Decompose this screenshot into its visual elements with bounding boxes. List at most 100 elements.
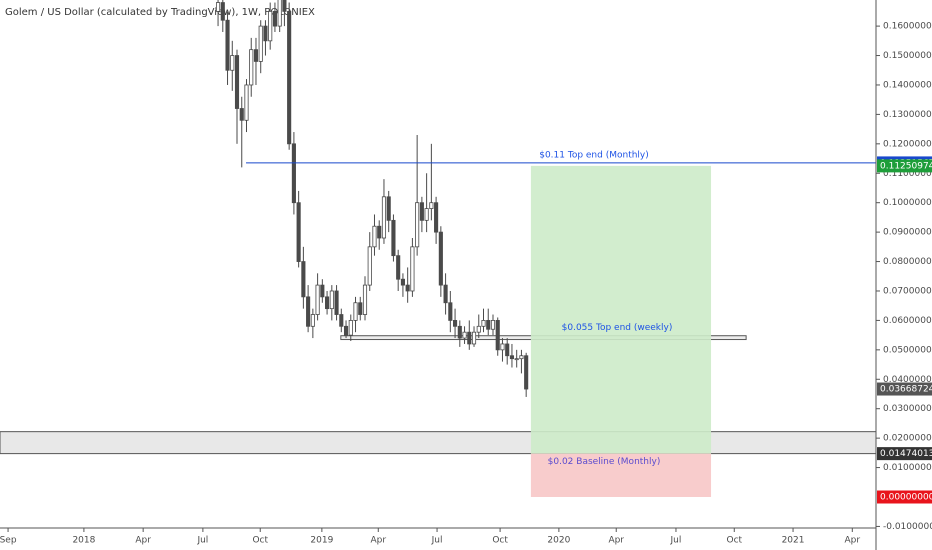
x-tick-label: 2020 bbox=[547, 536, 570, 546]
y-tick-label: 0.09000000 bbox=[883, 228, 932, 238]
candle-body bbox=[339, 314, 344, 327]
candle-body bbox=[462, 331, 467, 339]
candle-body bbox=[429, 202, 434, 209]
level-label: $0.11 Top end (Monthly) bbox=[539, 150, 649, 160]
y-tick-label: 0.13000000 bbox=[883, 110, 932, 120]
candle-body bbox=[405, 284, 410, 292]
candle-body bbox=[495, 320, 500, 351]
candle-body bbox=[325, 296, 330, 310]
loss-zone bbox=[530, 453, 712, 498]
y-tick-label: 0.14000000 bbox=[883, 80, 932, 90]
candle-body bbox=[377, 225, 382, 239]
candle-body bbox=[353, 302, 358, 321]
x-tick-label: 2019 bbox=[310, 536, 333, 546]
zone bbox=[0, 431, 877, 455]
candle-body bbox=[334, 290, 339, 315]
candle-body bbox=[320, 284, 325, 298]
price-tag-label: 0.00000000 bbox=[880, 493, 932, 503]
candle-body bbox=[391, 219, 396, 257]
y-tick-label: 0.08000000 bbox=[883, 257, 932, 267]
price-tag bbox=[877, 447, 932, 461]
zone-label: $0.055 Top end (weekly) bbox=[562, 323, 673, 333]
profit-zone bbox=[530, 165, 712, 454]
price-tag bbox=[877, 159, 932, 173]
x-tick-label: Sep bbox=[0, 536, 17, 546]
price-tag-label: 0.03668724 bbox=[880, 385, 932, 395]
candle-body bbox=[263, 25, 268, 42]
candle-body bbox=[348, 320, 353, 336]
candle-body bbox=[277, 0, 282, 27]
x-tick-label: Jul bbox=[431, 536, 443, 546]
price-tag bbox=[877, 490, 932, 504]
candle-body bbox=[367, 246, 372, 286]
candle-body bbox=[424, 208, 429, 221]
y-tick-label: 0.05000000 bbox=[883, 345, 932, 355]
candle-body bbox=[329, 290, 334, 310]
x-tick-label: Jul bbox=[670, 536, 682, 546]
candle-body bbox=[453, 320, 458, 327]
y-tick-label: 0.06000000 bbox=[883, 316, 932, 326]
x-tick-label: Apr bbox=[608, 536, 624, 546]
candle-body bbox=[476, 325, 481, 333]
candle-body bbox=[287, 10, 292, 145]
candle-body bbox=[514, 358, 519, 361]
candle-body bbox=[215, 2, 221, 12]
candle-body bbox=[291, 143, 296, 204]
candle-body bbox=[400, 278, 405, 286]
candle-body bbox=[249, 49, 254, 86]
x-tick-label: Apr bbox=[845, 536, 861, 546]
candle-body bbox=[268, 10, 273, 42]
candle-body bbox=[239, 108, 244, 121]
price-tag bbox=[877, 382, 932, 396]
candle-body bbox=[471, 331, 477, 345]
candle-body bbox=[410, 246, 415, 292]
candle-body bbox=[381, 196, 387, 239]
price-tag-label: 0.01474013 bbox=[880, 449, 932, 459]
y-tick-label: 0.12000000 bbox=[883, 139, 932, 149]
x-tick-label: Apr bbox=[370, 536, 386, 546]
candle-body bbox=[415, 202, 420, 248]
y-tick-label: 0.15000000 bbox=[883, 51, 932, 61]
candle-body bbox=[509, 355, 515, 360]
candle-body bbox=[362, 284, 368, 315]
y-tick-label: 0.07000000 bbox=[883, 286, 932, 296]
y-tick-label: 0.11000000 bbox=[883, 169, 932, 179]
candle-body bbox=[358, 302, 363, 315]
y-tick-label: 0.04000000 bbox=[883, 375, 932, 385]
x-tick-label: Apr bbox=[135, 536, 151, 546]
candle-body bbox=[486, 320, 491, 330]
y-tick-label: 0.03000000 bbox=[883, 404, 932, 414]
candle-body bbox=[372, 225, 377, 248]
candle-body bbox=[490, 320, 496, 330]
x-tick-label: Oct bbox=[252, 536, 268, 546]
candle-body bbox=[396, 255, 401, 280]
candle-body bbox=[220, 2, 225, 21]
candle-body bbox=[419, 202, 424, 221]
candle-body bbox=[301, 261, 306, 298]
candle-body bbox=[315, 284, 320, 315]
candle-body bbox=[524, 355, 529, 390]
zone-label: $0.02 Baseline (Monthly) bbox=[548, 457, 661, 467]
candle-body bbox=[282, 0, 287, 12]
candle-body bbox=[467, 331, 472, 345]
candle-body bbox=[310, 314, 315, 327]
x-tick-label: 2021 bbox=[782, 536, 805, 546]
candle-body bbox=[244, 84, 249, 121]
candle-body bbox=[505, 343, 510, 357]
x-tick-label: Oct bbox=[726, 536, 742, 546]
candle-body bbox=[457, 325, 462, 339]
x-tick-label: Oct bbox=[492, 536, 508, 546]
candle-body bbox=[296, 202, 301, 262]
candle-body bbox=[438, 231, 443, 286]
y-tick-label: 0.10000000 bbox=[883, 198, 932, 208]
candle-body bbox=[500, 343, 505, 351]
y-tick-label: 0.01000000 bbox=[883, 463, 932, 473]
candle-body bbox=[519, 355, 524, 360]
candle-body bbox=[306, 296, 311, 327]
candle-body bbox=[234, 55, 240, 109]
candle-body bbox=[434, 202, 439, 233]
candle-body bbox=[448, 302, 453, 321]
candle-body bbox=[272, 10, 277, 27]
